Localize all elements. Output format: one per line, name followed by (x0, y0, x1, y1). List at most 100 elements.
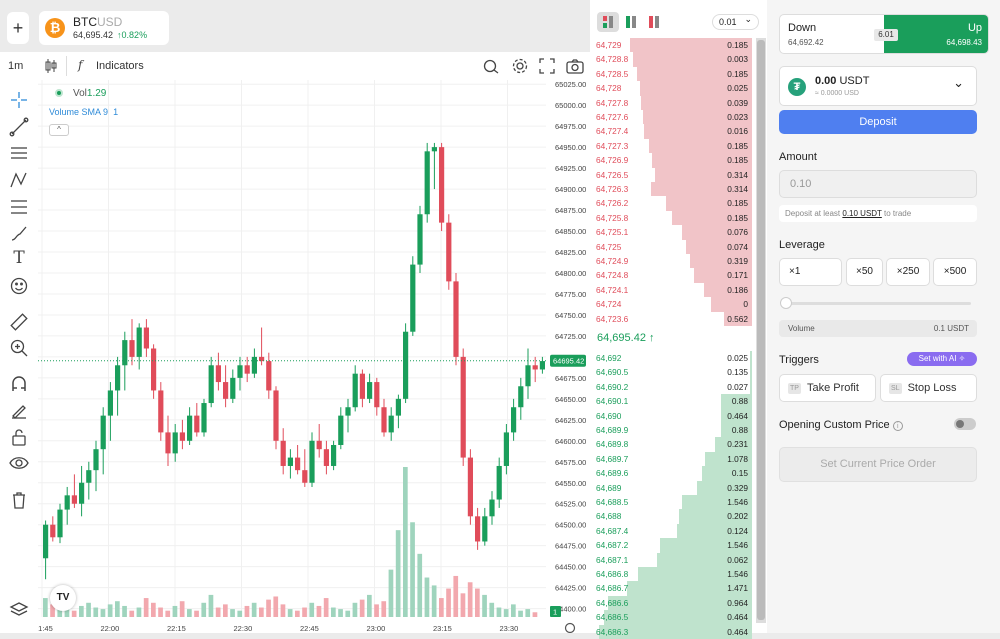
volume-bar (460, 593, 466, 617)
price-chart[interactable]: 65025.00 65000.00 64975.00 64950.00 64925.00… (38, 80, 590, 633)
replay-icon[interactable] (483, 58, 499, 74)
bid-row[interactable]: 64,690 0.464 (596, 408, 752, 423)
volume-bar (122, 605, 127, 617)
ask-row[interactable]: 64,728.8 0.003 (596, 52, 752, 67)
bid-row[interactable]: 64,687.4 0.124 (596, 523, 752, 539)
bid-row[interactable]: 64,686.5 0.464 (596, 610, 752, 625)
eye-icon[interactable] (9, 453, 29, 473)
ask-row[interactable]: 64,726.2 0.185 (596, 196, 752, 211)
text-tool-icon[interactable]: T (13, 248, 25, 268)
bid-row[interactable]: 64,686.6 0.964 (596, 595, 752, 611)
ticker-selector[interactable]: ₿ BTCUSD 64,695.42 ↑0.82% (39, 11, 169, 45)
ask-row[interactable]: 64,723.6 0.562 (596, 311, 752, 326)
candle-body (151, 348, 157, 391)
amount-input[interactable]: 0.10 (779, 170, 977, 198)
add-chart-button[interactable]: + (7, 12, 29, 44)
ruler-icon[interactable] (9, 312, 29, 332)
take-profit-button[interactable]: TP Take Profit (779, 374, 876, 402)
candle-body (280, 440, 286, 466)
settings-icon[interactable] (511, 57, 529, 75)
ticker-change: ↑0.82% (117, 30, 148, 40)
fib-icon[interactable] (9, 197, 29, 217)
leverage-500-button[interactable]: ×500 (933, 258, 977, 286)
down-button[interactable]: Down 64,692.42 (780, 15, 884, 53)
bid-row[interactable]: 64,690.1 0.88 (596, 394, 752, 409)
bid-row[interactable]: 64,689.7 1.078 (596, 451, 752, 467)
ask-row[interactable]: 64,726.3 0.314 (596, 182, 752, 197)
candles-icon[interactable] (44, 58, 58, 74)
ask-row[interactable]: 64,724.8 0.171 (596, 268, 752, 283)
x-tick-label: 22:15 (167, 624, 186, 633)
deposit-button[interactable]: Deposit (779, 110, 977, 134)
zoom-in-icon[interactable] (9, 338, 29, 358)
trend-line-icon[interactable] (9, 117, 29, 137)
wallet-selector[interactable]: ₮ 0.00 USDT ≈ 0.0000 USD ⌄ (779, 66, 977, 106)
up-button[interactable]: Up 64,698.43 (884, 15, 988, 53)
ask-row[interactable]: 64,724 0 (596, 297, 752, 312)
orderbook-scroll-thumb[interactable] (757, 40, 765, 620)
bid-row[interactable]: 64,689.8 0.231 (596, 437, 752, 452)
collapse-legend-button[interactable]: ^ (49, 124, 69, 136)
bid-row[interactable]: 64,692 0.025 (596, 351, 752, 366)
ask-row[interactable]: 64,724.1 0.186 (596, 282, 752, 298)
ask-row[interactable]: 64,728 0.025 (596, 81, 752, 96)
ask-row[interactable]: 64,727.4 0.016 (596, 124, 752, 139)
ask-row[interactable]: 64,725.8 0.185 (596, 210, 752, 226)
chart-panel (0, 52, 590, 633)
volume-bar (395, 530, 401, 617)
volume-bar (388, 569, 394, 617)
bid-row[interactable]: 64,686.3 0.464 (596, 624, 752, 639)
crosshair-icon[interactable] (9, 90, 29, 110)
stop-loss-button[interactable]: SL Stop Loss (880, 374, 977, 402)
horizontal-lines-icon[interactable] (9, 143, 29, 163)
bid-row[interactable]: 64,686.7 1.471 (596, 581, 752, 596)
set-current-price-button[interactable]: Set Current Price Order (779, 447, 977, 482)
ask-row[interactable]: 64,724.9 0.319 (596, 254, 752, 269)
orderbook-step-select[interactable]: 0.01 ⌄ (712, 14, 759, 30)
bid-row[interactable]: 64,686.8 1.546 (596, 567, 752, 582)
bid-row[interactable]: 64,690.5 0.135 (596, 365, 752, 380)
emoji-icon[interactable] (9, 276, 29, 296)
brush-icon[interactable] (9, 223, 29, 243)
bid-row[interactable]: 64,688.5 1.546 (596, 495, 752, 510)
book-asks-icon[interactable] (643, 12, 665, 32)
ask-row[interactable]: 64,726.9 0.185 (596, 153, 752, 168)
custom-price-toggle-knob[interactable] (956, 420, 964, 428)
fullscreen-icon[interactable] (539, 58, 555, 74)
bid-row[interactable]: 64,690.2 0.027 (596, 379, 752, 395)
set-with-ai-button[interactable]: Set with AI ✧ (907, 352, 977, 366)
book-bids-icon[interactable] (620, 12, 642, 32)
layers-icon[interactable] (9, 600, 29, 620)
ask-row[interactable]: 64,727.3 0.185 (596, 138, 752, 154)
bid-row[interactable]: 64,687.2 1.546 (596, 538, 752, 553)
ask-row[interactable]: 64,728.5 0.185 (596, 66, 752, 82)
pattern-icon[interactable] (9, 170, 29, 190)
leverage-1-button[interactable]: ×1 (779, 258, 842, 286)
magnet-icon[interactable] (9, 374, 29, 394)
lock-drawings-icon[interactable] (9, 400, 29, 420)
interval-selector[interactable]: 1m (8, 60, 24, 72)
bid-row[interactable]: 64,688 0.202 (596, 509, 752, 524)
row-price: 64,725.8 (596, 212, 629, 223)
candle-body (273, 390, 279, 441)
ask-row[interactable]: 64,729 0.185 (596, 38, 752, 53)
leverage-slider-handle[interactable] (780, 297, 792, 309)
indicators-button[interactable]: Indicators (96, 60, 144, 72)
bid-row[interactable]: 64,689.9 0.88 (596, 423, 752, 438)
bid-row[interactable]: 64,687.1 0.062 (596, 552, 752, 567)
ask-row[interactable]: 64,725.1 0.076 (596, 225, 752, 240)
leverage-50-button[interactable]: ×50 (846, 258, 883, 286)
camera-icon[interactable] (566, 58, 584, 74)
ask-row[interactable]: 64,726.5 0.314 (596, 167, 752, 182)
bid-row[interactable]: 64,689.6 0.15 (596, 466, 752, 481)
ask-row[interactable]: 64,727.8 0.039 (596, 95, 752, 110)
ask-row[interactable]: 64,725 0.074 (596, 239, 752, 254)
trash-icon[interactable] (9, 490, 29, 510)
book-both-icon[interactable] (597, 12, 619, 32)
volume-readout: Volume 0.1 USDT (779, 320, 977, 337)
lock-icon[interactable] (9, 427, 29, 447)
leverage-250-button[interactable]: ×250 (886, 258, 930, 286)
bid-row[interactable]: 64,689 0.329 (596, 480, 752, 495)
ask-row[interactable]: 64,727.6 0.023 (596, 110, 752, 125)
leverage-slider[interactable] (784, 302, 971, 305)
